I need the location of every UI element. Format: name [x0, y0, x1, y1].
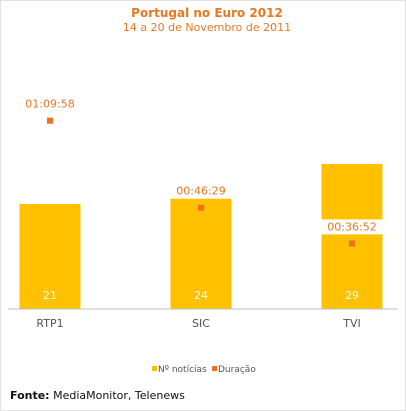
legend-label-duracao: Duração [218, 365, 256, 375]
chart-title: Portugal no Euro 2012 [131, 6, 283, 20]
bar-label-tvi: 29 [345, 289, 359, 302]
duration-point-sic [198, 204, 204, 211]
legend: Nº notícias Duração [152, 365, 256, 375]
x-tick-rtp1: RTP1 [36, 317, 63, 330]
duration-point-tvi [349, 240, 355, 247]
legend-label-noticias: Nº notícias [158, 365, 207, 375]
x-tick-sic: SIC [192, 317, 210, 330]
plot-area: 21 RTP1 01:09:58 24 SIC 00:46:29 29 TVI 00:36:52 [19, 96, 383, 330]
source-text: MediaMonitor, Telenews [49, 389, 185, 402]
bar-rtp1 [19, 204, 81, 309]
duration-label-rtp1: 01:09:58 [25, 98, 74, 111]
duration-point-rtp1 [47, 117, 53, 124]
bar-label-rtp1: 21 [43, 289, 57, 302]
duration-label-bg-sic [170, 183, 232, 199]
legend-swatch-duracao [212, 366, 217, 371]
bar-label-sic: 24 [194, 289, 208, 302]
source-label: Fonte: [10, 389, 50, 402]
x-tick-tvi: TVI [342, 317, 361, 330]
duration-label-bg-rtp1 [19, 96, 81, 112]
legend-swatch-noticias [152, 366, 157, 371]
duration-label-sic: 00:46:29 [176, 185, 225, 198]
source-note: Fonte: MediaMonitor, Telenews [10, 389, 185, 402]
chart-subtitle: 14 a 20 de Novembro de 2011 [123, 21, 291, 34]
duration-label-tvi: 00:36:52 [327, 220, 376, 233]
bar-tvi [321, 164, 383, 309]
duration-label-bg-tvi [321, 219, 383, 235]
